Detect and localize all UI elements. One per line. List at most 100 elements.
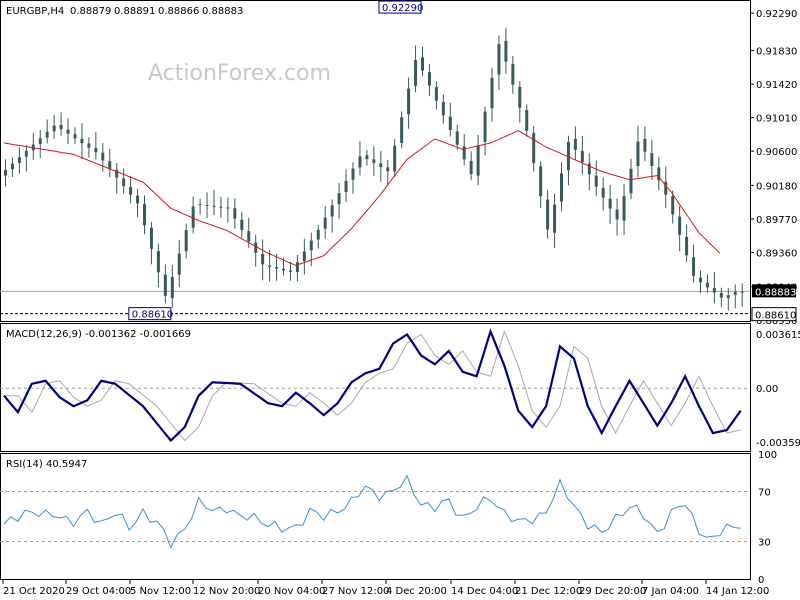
macd-main-line (3, 328, 742, 443)
candle-body (52, 125, 56, 132)
candle-body (309, 240, 313, 251)
candle-body (580, 151, 584, 163)
candle-body (719, 293, 723, 298)
candle-body (38, 138, 42, 144)
candle-body (566, 141, 570, 171)
candle-body (191, 206, 195, 228)
annotation-label: 0.92290 (382, 3, 423, 14)
candle-body (518, 86, 522, 108)
x-axis: 21 Oct 2020 29 Oct 04:005 Nov 12:00 12 Nov… (2, 580, 769, 597)
candle-body (692, 257, 696, 276)
candle-body (282, 268, 285, 271)
candle-body (407, 88, 411, 115)
candle-body (400, 117, 404, 143)
x-tick-label: 29 Oct 04:00 (66, 586, 131, 597)
candle-body (587, 163, 591, 175)
candle-body (156, 251, 160, 273)
candle-body (122, 178, 126, 187)
rsi-grid (0, 491, 750, 542)
macd-signal-line (4, 330, 741, 442)
candle-body (136, 195, 140, 204)
annotation-box (378, 0, 422, 14)
price-tick-label: 0.88530 (756, 316, 797, 327)
x-tick-label: 14 Jan 12:00 (706, 586, 769, 597)
macd-pane-frame (0, 323, 751, 452)
candle-body (678, 216, 682, 235)
candle-body (560, 173, 563, 202)
candle-body (733, 291, 737, 295)
moving-average-line (3, 130, 721, 267)
candle-body (664, 181, 668, 195)
candle-body (636, 141, 640, 167)
macd-title: MACD(12,26,9) -0.001362 -0.001669 (6, 329, 191, 340)
price-grid (0, 290, 750, 315)
candle-body (205, 205, 209, 207)
rsi-title: RSI(14) 40.5947 (6, 459, 87, 470)
candle-body (608, 198, 612, 209)
candle-body (66, 129, 70, 134)
price-pane-frame (0, 0, 751, 322)
rsi-tick-label: 70 (758, 488, 771, 499)
candle-body (268, 265, 272, 267)
candle-body (295, 262, 299, 272)
candle-body (101, 152, 105, 161)
candle-body (699, 277, 702, 283)
candle-body (504, 40, 508, 62)
price-tick-label: 0.91420 (756, 80, 797, 91)
price-tick-label: 0.91010 (756, 114, 797, 125)
candle-body (427, 72, 431, 86)
candle-body (233, 208, 237, 219)
rsi-lines (3, 474, 741, 549)
candle-body (330, 205, 334, 217)
candle-body (337, 193, 341, 205)
candle-body (476, 145, 480, 176)
candle-body (288, 270, 292, 272)
candle-body (532, 133, 536, 164)
candle-body (73, 134, 77, 139)
candle-body (226, 207, 230, 209)
candle-body (240, 219, 244, 231)
annotation-box (128, 307, 172, 321)
candle-body (650, 153, 654, 167)
candle-body (462, 146, 466, 160)
price-axis: 0.92290 0.91830 0.91420 0.91010 0.90600 0.901… (750, 9, 797, 327)
price-tick-label: 0.92290 (756, 9, 797, 20)
candle-body (434, 87, 438, 101)
candle-body (351, 168, 355, 180)
candle-body (143, 204, 146, 226)
candle-body (4, 169, 7, 176)
x-tick-label: 12 Nov 20:00 (193, 586, 260, 597)
candle-body (24, 150, 28, 157)
candle-body (441, 102, 445, 116)
x-tick-label: 4 Dec 20:00 (386, 586, 447, 597)
support-tag: 0.88610 (755, 311, 796, 322)
open-value: 0.88879 (70, 6, 111, 17)
candle-body (198, 204, 202, 206)
candle-body (525, 110, 529, 131)
candle-body (393, 145, 397, 172)
x-tick-label: 21 Dec 12:00 (515, 586, 582, 597)
candle-body (316, 229, 320, 240)
candle-body (643, 138, 647, 152)
price-annotations: 0.92290 0.88610 (128, 0, 423, 321)
candle-body (483, 111, 487, 142)
candle-body (740, 291, 744, 293)
moving-average (3, 130, 721, 267)
candle-body (115, 169, 119, 178)
candle-body (129, 187, 133, 195)
candle-body (386, 167, 390, 172)
macd-tick-label: 0.00 (756, 384, 778, 395)
candle-body (163, 274, 167, 296)
candle-body (615, 209, 619, 220)
x-tick-label: 5 Nov 12:00 (130, 586, 191, 597)
candle-body (421, 57, 424, 71)
candle-body (184, 230, 188, 252)
price-tick-label: 0.90600 (756, 147, 797, 158)
candle-body (497, 44, 501, 75)
candle-body (601, 187, 605, 198)
candle-body (149, 227, 153, 249)
candle-body (372, 159, 376, 163)
